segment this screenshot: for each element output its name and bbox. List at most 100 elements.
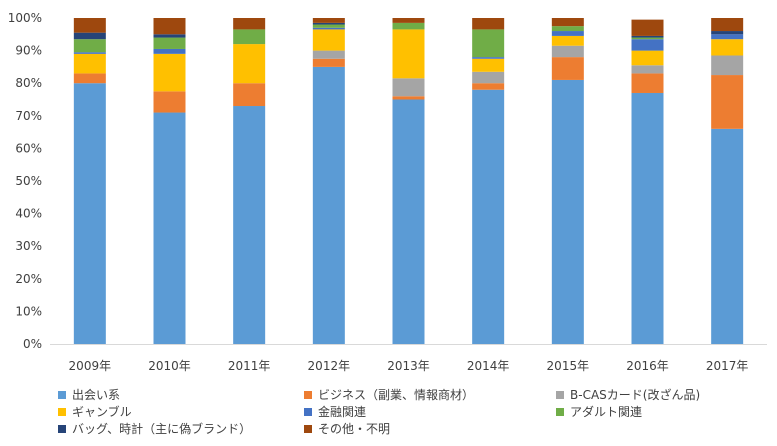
- bar-segment: [233, 106, 266, 345]
- y-tick-label: 60%: [15, 141, 42, 155]
- bar-segment: [73, 53, 106, 74]
- legend-swatch: [304, 391, 312, 399]
- bar-segment: [551, 31, 584, 36]
- bar-segment: [711, 39, 744, 56]
- bar-segment: [631, 73, 664, 93]
- legend-swatch: [304, 425, 312, 433]
- bar-segment: [472, 57, 505, 59]
- legend-swatch: [556, 408, 564, 416]
- x-tick-label: 2013年: [387, 359, 430, 373]
- bar-segment: [312, 24, 345, 28]
- legend-swatch: [304, 408, 312, 416]
- bar-segment: [153, 91, 186, 113]
- bar-segment: [153, 53, 186, 92]
- y-tick-label: 100%: [8, 11, 42, 25]
- x-tick-label: 2014年: [467, 359, 510, 373]
- legend-label: 出会い系: [72, 388, 121, 402]
- legend-item: B-CASカード(改ざん品): [556, 388, 700, 402]
- legend-item: その他・不明: [304, 422, 390, 436]
- bar-segment: [312, 29, 345, 51]
- bar-segment: [631, 37, 664, 40]
- legend-item: バッグ、時計（主に偽ブランド）: [58, 422, 251, 436]
- bar-segment: [233, 18, 266, 30]
- y-tick-label: 30%: [15, 239, 42, 253]
- bar-segment: [73, 18, 106, 33]
- bar-segment: [233, 29, 266, 45]
- bar-segment: [392, 99, 425, 344]
- chart-legend: 出会い系 ビジネス（副業、情報商材） B-CASカード(改ざん品) ギャンブル 金融関連…: [58, 388, 758, 444]
- bar-segment: [73, 39, 106, 53]
- bar-segment: [551, 18, 584, 27]
- bar-segment: [392, 96, 425, 100]
- x-tick-label: 2012年: [308, 359, 351, 373]
- bar-segment: [312, 66, 345, 345]
- bar-segment: [312, 58, 345, 67]
- bar-segment: [392, 18, 425, 23]
- bar-segment: [631, 35, 664, 38]
- bar-segment: [233, 44, 266, 84]
- bar-segment: [153, 18, 186, 35]
- legend-label: ギャンブル: [72, 405, 132, 419]
- bar-segment: [711, 55, 744, 76]
- bar-segment: [73, 83, 106, 344]
- y-tick-label: 70%: [15, 109, 42, 123]
- y-tick-label: 40%: [15, 207, 42, 221]
- legend-label: ビジネス（副業、情報商材）: [318, 388, 475, 402]
- legend-item: ビジネス（副業、情報商材）: [304, 388, 474, 402]
- legend-label: 金融関連: [318, 405, 367, 419]
- legend-swatch: [556, 391, 564, 399]
- labels-layer: 2009年 2010年 2011年 2012年 2013年 2014年 2015年 2016年…: [69, 359, 749, 373]
- axis-layer: 0% 10% 20% 30% 40% 50% 60% 70% 80% 90% 100%: [8, 11, 767, 351]
- bar-segment: [711, 75, 744, 129]
- bar-segment: [73, 32, 106, 40]
- bar-segment: [631, 39, 664, 51]
- y-tick-label: 20%: [15, 272, 42, 286]
- bar-segment: [73, 52, 106, 54]
- x-tick-label: 2017年: [706, 359, 749, 373]
- bar-segment: [631, 50, 664, 66]
- bar-segment: [312, 18, 345, 23]
- bar-segment: [233, 83, 266, 107]
- bar-segment: [153, 37, 186, 49]
- bar-segment: [472, 71, 505, 84]
- bar-segment: [392, 29, 425, 79]
- bar-segment: [711, 18, 744, 32]
- stacked-bar-chart: 0%10%20%30%40%50%60%70%80%90%100% 2009年 2…: [8, 11, 767, 373]
- x-tick-label: 2009年: [69, 359, 112, 373]
- legend-item: ギャンブル: [58, 405, 132, 419]
- bar-segment: [631, 92, 664, 344]
- y-tick-label: 90%: [15, 44, 42, 58]
- bar-segment: [551, 35, 584, 46]
- chart-area: 0% 10% 20% 30% 40% 50% 60% 70% 80% 90% 100% 2009年 2…: [8, 11, 767, 373]
- bar-segment: [392, 22, 425, 30]
- y-tick-label: 80%: [15, 76, 42, 90]
- bar-segment: [153, 48, 186, 54]
- legend-item: 出会い系: [58, 388, 120, 402]
- bar-segment: [472, 29, 505, 58]
- x-tick-label: 2010年: [148, 359, 191, 373]
- x-tick-label: 2016年: [626, 359, 669, 373]
- bar-segment: [153, 112, 186, 344]
- y-tick-label: 50%: [15, 174, 42, 188]
- bar-segment: [631, 19, 664, 36]
- bar-segment: [312, 27, 345, 30]
- x-tick-label: 2015年: [547, 359, 590, 373]
- bar-segment: [711, 31, 744, 35]
- bar-segment: [631, 65, 664, 74]
- legend-label: バッグ、時計（主に偽ブランド）: [72, 422, 252, 436]
- legend-label: アダルト関連: [570, 405, 643, 419]
- legend-swatch: [58, 425, 66, 433]
- legend-label: その他・不明: [318, 422, 391, 436]
- bar-segment: [392, 78, 425, 97]
- bar-segment: [551, 45, 584, 58]
- bar-segment: [472, 89, 505, 344]
- bar-segment: [711, 128, 744, 344]
- x-tick-label: 2011年: [228, 359, 271, 373]
- bar-segment: [472, 83, 505, 90]
- bar-segment: [312, 22, 345, 25]
- legend-label: B-CASカード(改ざん品): [570, 388, 701, 402]
- bar-segment: [551, 57, 584, 80]
- legend-swatch: [58, 391, 66, 399]
- bar-segment: [312, 50, 345, 59]
- y-tick-label: 10%: [15, 304, 42, 318]
